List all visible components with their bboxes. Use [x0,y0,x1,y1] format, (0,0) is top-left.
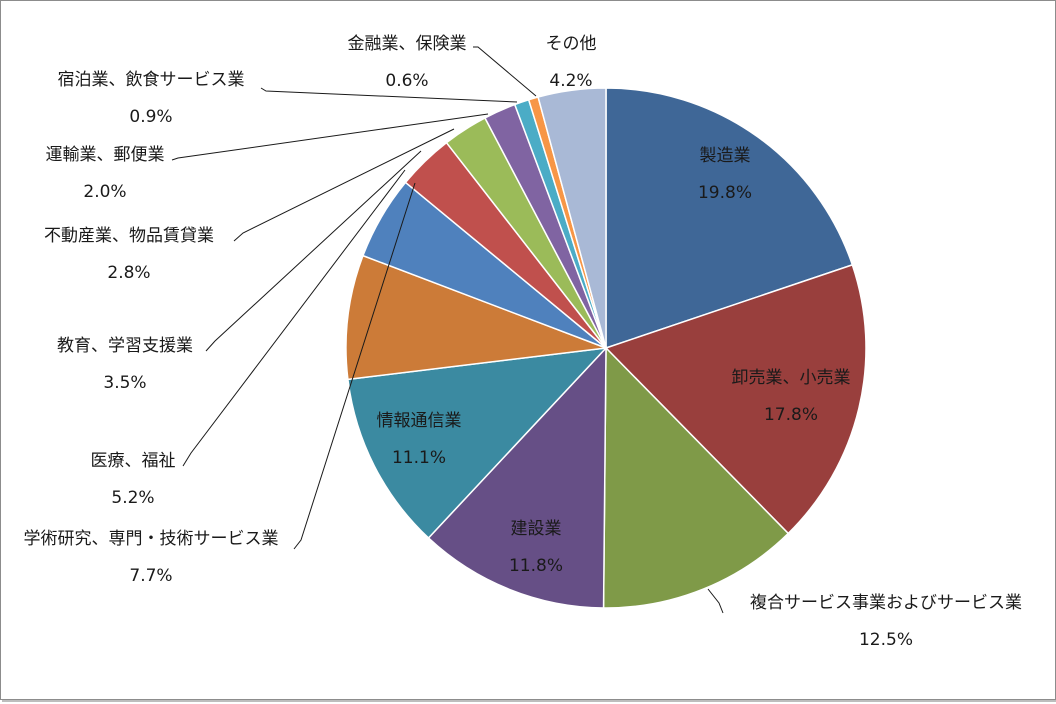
leader-line [473,46,537,97]
leader-line [233,128,455,242]
slice-value-label: 19.8% [698,183,752,203]
slice-2 [604,263,867,535]
slice-name-label: 卸売業、小売業 [732,368,851,388]
slice-value-label: 2.8% [107,263,150,283]
slice-name-label: 医療、福祉 [91,451,176,471]
slice-5 [347,347,608,540]
slice-name-label: 宿泊業、飲食サービス業 [58,70,245,90]
slice-name-label: 学術研究、専門・技術サービス業 [24,529,279,549]
slice-value-label: 0.6% [385,71,428,91]
slice-value-label: 17.8% [764,405,818,425]
slice-name-label: 不動産業、物品賃貸業 [44,226,214,246]
leader-lines [171,46,724,614]
leader-line [171,113,489,161]
slice-6 [345,254,607,381]
leader-line [260,87,518,103]
slice-name-label: 金融業、保険業 [348,34,467,54]
pie-slices [345,87,867,609]
slice-name-label: 建設業 [511,519,562,539]
slice-name-label: 複合サービス事業およびサービス業 [750,593,1022,613]
slice-value-label: 4.2% [549,71,592,91]
leader-line [707,588,724,614]
slice-name-label: その他 [546,34,597,54]
slice-value-label: 12.5% [859,630,913,650]
slice-4 [427,346,607,609]
slice-value-label: 11.8% [509,556,563,576]
slice-13 [537,87,607,349]
leader-line [205,150,422,352]
leader-line [182,169,406,467]
slice-name-label: 製造業 [700,146,751,166]
slice-value-label: 0.9% [129,107,172,127]
leader-line [293,182,416,550]
slice-value-label: 3.5% [103,373,146,393]
slice-1 [605,87,854,350]
slice-name-label: 情報通信業 [377,411,462,431]
slice-value-label: 7.7% [129,566,172,586]
slice-value-label: 11.1% [392,448,446,468]
slice-value-label: 5.2% [111,488,154,508]
slice-name-label: 教育、学習支援業 [57,336,193,356]
slice-value-label: 2.0% [83,182,126,202]
slice-name-label: 運輸業、郵便業 [46,145,165,165]
slice-labels: 製造業 19.8% 卸売業、小売業 17.8% 複合サービス事業およびサービス業 12.5… [24,34,1023,650]
slice-3 [602,346,790,609]
